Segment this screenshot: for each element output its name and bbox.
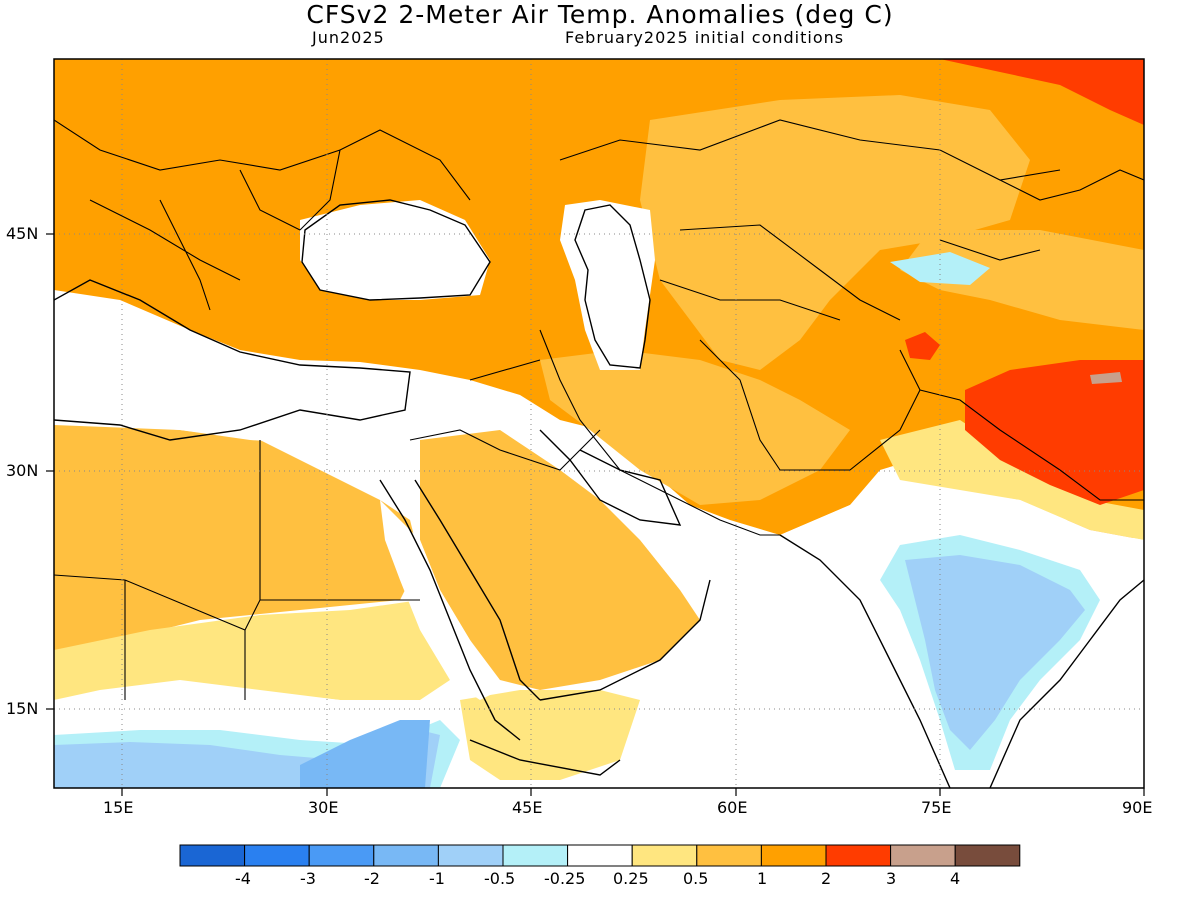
lon-tick-label-90e: 90E: [1122, 798, 1153, 817]
coastline-horn-africa: [469, 739, 621, 776]
coastlines: [54, 199, 1144, 788]
colorbar-swatch: [502, 844, 569, 867]
map-title: CFSv2 2-Meter Air Temp. Anomalies (deg C…: [306, 0, 894, 29]
coastline-india: [779, 534, 1144, 788]
lon-tick-label-60e: 60E: [717, 798, 748, 817]
colorbar-label: 1: [757, 869, 768, 888]
anomaly-region-yellow-himalaya: [880, 420, 1144, 540]
anomaly-region-neutral-caspian: [560, 200, 655, 370]
anomaly-region-light-orange-iran: [540, 350, 850, 505]
colorbar-label: 2: [821, 869, 832, 888]
colorbar-label: -0.25: [544, 869, 586, 888]
border-central-asia: [659, 224, 901, 321]
colorbar-swatch: [244, 844, 310, 867]
anomaly-region-red-tibet: [965, 360, 1144, 505]
gridlines: [54, 59, 1144, 788]
lon-tick-label-75e: 75E: [921, 798, 952, 817]
coastline-mediterranean: [54, 279, 411, 441]
lon-tick-label-45e: 45E: [512, 798, 543, 817]
coastline-black-sea: [301, 199, 491, 301]
lat-tick-label-45n: 45N: [6, 224, 39, 243]
national-borders: [54, 119, 1144, 700]
anomaly-region-light-orange-china: [900, 230, 1144, 330]
axis-ticks: [46, 233, 1145, 796]
colorbar-swatch: [373, 844, 439, 867]
colorbar-swatch: [696, 844, 762, 867]
colorbar-swatch: [567, 844, 633, 867]
colorbar-label: -1: [429, 869, 445, 888]
lat-tick-label-30n: 30N: [6, 461, 39, 480]
lat-tick-label-15n: 15N: [6, 699, 39, 718]
border-afghanistan-pakistan: [699, 339, 921, 471]
initial-conditions: February2025 initial conditions: [565, 28, 845, 47]
map-frame: [53, 58, 1145, 789]
border-north-africa-2: [54, 440, 261, 600]
coastline-persian-gulf: [539, 429, 682, 526]
border-india-china: [919, 389, 1144, 501]
colorbar-swatch: [825, 844, 892, 867]
anomaly-region-light-orange-africa: [54, 425, 420, 660]
colorbar-swatch: [308, 844, 375, 867]
border-kazakhstan-russia: [559, 119, 1061, 181]
anomaly-region-red-north: [940, 59, 1144, 125]
colorbar-swatch: [890, 844, 956, 867]
border-iran: [539, 329, 780, 536]
border-levant-arabia: [409, 359, 601, 471]
colorbar-label: 3: [886, 869, 897, 888]
lon-tick-label-15e: 15E: [103, 798, 134, 817]
anomaly-region-neutral-mediterranean: [54, 300, 420, 445]
anomaly-region-neutral-ethiopia: [54, 690, 460, 750]
anomaly-fields: [54, 59, 1144, 788]
anomaly-region-light-orange-central-asia: [640, 95, 1030, 370]
anomaly-region-neutral-black-sea: [300, 200, 490, 300]
coastline-red-sea: [379, 479, 541, 741]
colorbar-swatch: [437, 844, 504, 867]
anomaly-region-deeper-blue-africa: [300, 720, 430, 788]
border-europe: [54, 119, 471, 311]
anomaly-region-cyan-tianshan: [890, 252, 990, 285]
border-mongolia-china: [939, 169, 1144, 261]
colorbar-label: 0.25: [613, 869, 649, 888]
anomaly-region-yellow-yemen: [460, 690, 640, 780]
coastline-caspian: [574, 204, 651, 369]
colorbar-label: -3: [300, 869, 316, 888]
colorbar-label: -4: [235, 869, 251, 888]
anomaly-region-blue-india: [905, 555, 1085, 750]
colorbar-swatch: [179, 844, 246, 867]
colorbar-label: -2: [364, 869, 380, 888]
lon-tick-label-30e: 30E: [308, 798, 339, 817]
colorbar: [179, 844, 1021, 867]
coastline-arabia-south: [539, 579, 711, 701]
colorbar-swatch: [760, 844, 827, 867]
colorbar-label: -0.5: [484, 869, 516, 888]
anomaly-region-yellow-sahel: [54, 600, 450, 700]
colorbar-swatch: [631, 844, 698, 867]
colorbar-label: 4: [950, 869, 961, 888]
anomaly-region-light-orange-arabia: [420, 430, 700, 690]
colorbar-swatch: [954, 844, 1021, 867]
anomaly-region-red-karakoram: [905, 332, 940, 360]
forecast-month: Jun2025: [312, 28, 385, 47]
anomaly-region-brown-peak: [1090, 372, 1122, 384]
anomaly-region-neutral-red-sea: [380, 500, 500, 700]
colorbar-label: 0.5: [683, 869, 709, 888]
